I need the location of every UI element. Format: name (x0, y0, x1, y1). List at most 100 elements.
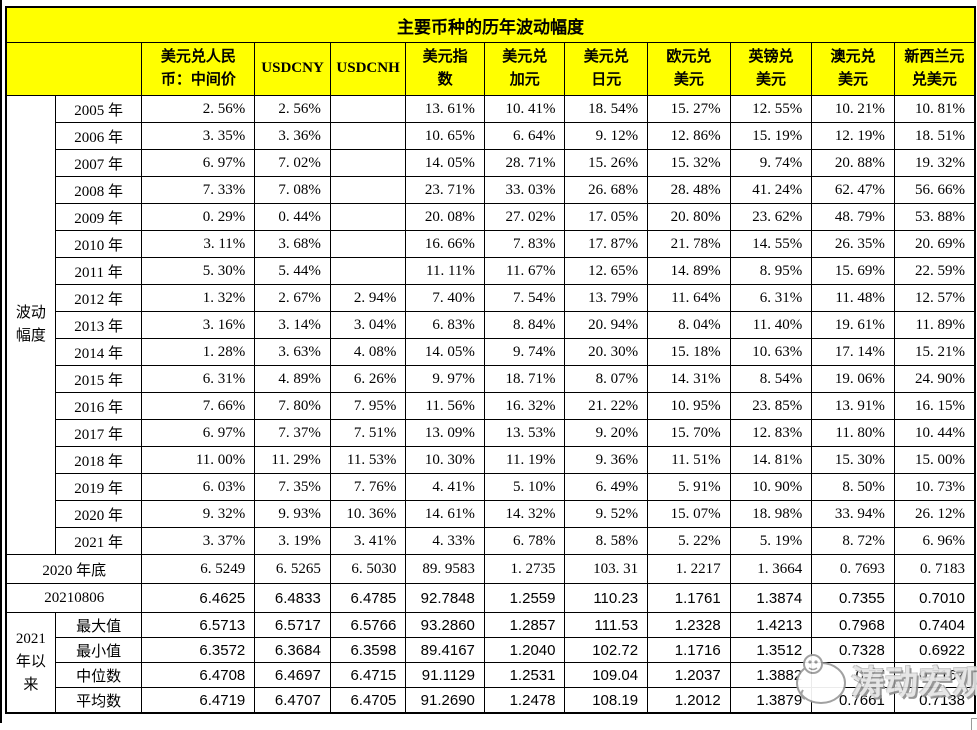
value-cell: 1. 2217 (647, 554, 731, 584)
col-header-usd-jpy: 美元兑 日元 (564, 42, 649, 96)
value-cell: 26. 12% (893, 500, 976, 528)
value-cell: 111.53 (564, 612, 649, 638)
value-cell: 19. 32% (893, 149, 976, 177)
value-cell: 7. 35% (254, 473, 331, 501)
table-row-year: 2017 年 6. 97% 7. 37% 7. 51% 13. 09% 13. 53% 9.… (6, 419, 976, 447)
value-cell: 8. 95% (729, 257, 813, 285)
value-cell: 3. 14% (254, 311, 331, 339)
table-row-year: 2009 年 0. 29% 0. 44% 20. 08% 27. 02% 17. 05% 2… (6, 203, 976, 231)
value-cell: 16. 66% (405, 230, 485, 258)
value-cell: 2. 56% (141, 95, 256, 123)
col-header-gbp-usd: 英镑兑 美元 (729, 42, 813, 96)
value-cell: 3. 04% (329, 311, 407, 339)
value-cell: 5. 30% (141, 257, 256, 285)
value-cell: 7. 37% (254, 419, 331, 447)
value-cell: 0.77 (811, 662, 895, 688)
value-cell: 6.3572 (141, 637, 256, 663)
value-cell: 7. 08% (254, 176, 331, 204)
value-cell (329, 257, 407, 285)
value-cell: 13. 91% (811, 392, 895, 420)
year-label: 2019 年 (54, 473, 143, 501)
value-cell: 7. 80% (254, 392, 331, 420)
value-cell: 14. 89% (647, 257, 731, 285)
value-cell (329, 95, 407, 123)
stat-row-label: 最大值 (54, 612, 143, 638)
table-row-stat: 中位数 6.4708 6.4697 6.4715 91.1129 1.2531 109.04… (6, 662, 976, 688)
year-label: 2013 年 (54, 311, 143, 339)
value-cell: 23. 85% (729, 392, 813, 420)
value-cell: 7. 54% (483, 284, 566, 312)
value-cell: 14. 31% (647, 365, 731, 393)
value-cell: 0. 7183 (893, 554, 976, 584)
value-cell: 1.2478 (483, 687, 566, 714)
value-cell: 20. 80% (647, 203, 731, 231)
value-cell: 1.3512 (729, 637, 813, 663)
value-cell: 6. 31% (141, 365, 256, 393)
value-cell: 15. 30% (811, 446, 895, 474)
value-cell: 0.7968 (811, 612, 895, 638)
value-cell: 5. 91% (647, 473, 731, 501)
value-cell: 6. 49% (564, 473, 649, 501)
table-row-year: 2011 年 5. 30% 5. 44% 11. 11% 11. 67% 12. 65% 1… (6, 257, 976, 285)
value-cell: 7. 76% (329, 473, 407, 501)
year-label: 2015 年 (54, 365, 143, 393)
value-cell: 10. 81% (893, 95, 976, 123)
value-cell: 20. 30% (564, 338, 649, 366)
summary-row-label: 2020 年底 (5, 554, 143, 584)
value-cell: 6. 64% (483, 122, 566, 150)
value-cell: 18. 98% (729, 500, 813, 528)
value-cell: 92.7848 (405, 583, 485, 613)
table-row-summary: 2020 年底 6. 5249 6. 5265 6. 5030 89. 9583 1. 2… (5, 554, 976, 584)
currency-volatility-table: 主要币种的历年波动幅度 美元兑人民 币：中间价 USDCNY USDCNH 美元… (5, 6, 976, 714)
year-label: 2020 年 (54, 500, 143, 528)
value-cell: 2. 94% (329, 284, 407, 312)
value-cell: 18. 71% (483, 365, 566, 393)
year-label: 2006 年 (54, 122, 143, 150)
value-cell: 28. 48% (647, 176, 731, 204)
value-cell: 9. 97% (405, 365, 485, 393)
value-cell: 6.4707 (254, 687, 331, 714)
table-title: 主要币种的历年波动幅度 (5, 6, 976, 43)
value-cell: 6. 97% (141, 149, 256, 177)
value-cell: 3. 16% (141, 311, 256, 339)
header-corner-cell (5, 42, 143, 96)
value-cell: 10. 41% (483, 95, 566, 123)
value-cell: 26. 68% (564, 176, 649, 204)
value-cell: 103. 31 (564, 554, 649, 584)
value-cell: 62. 47% (811, 176, 895, 204)
year-label: 2008 年 (54, 176, 143, 204)
value-cell: 1.2328 (647, 612, 731, 638)
value-cell: 10. 21% (811, 95, 895, 123)
value-cell: 3. 68% (254, 230, 331, 258)
value-cell: 17. 05% (564, 203, 649, 231)
value-cell: 12. 19% (811, 122, 895, 150)
value-cell: 1. 28% (141, 338, 256, 366)
value-cell: 5. 22% (647, 527, 731, 555)
value-cell: 11. 29% (254, 446, 331, 474)
value-cell: 15. 70% (647, 419, 731, 447)
value-cell: 6.4708 (141, 662, 256, 688)
value-cell: 16. 15% (893, 392, 976, 420)
col-header-aud-usd: 澳元兑 美元 (811, 42, 895, 96)
value-cell: 11. 67% (483, 257, 566, 285)
value-cell: 21. 22% (564, 392, 649, 420)
value-cell: 1.2012 (647, 687, 731, 714)
value-cell: 10. 63% (729, 338, 813, 366)
table-row-summary: 20210806 6.4625 6.4833 6.4785 92.7848 1.2559 1… (5, 583, 976, 613)
value-cell: 20. 94% (564, 311, 649, 339)
value-cell: 1.3874 (729, 583, 813, 613)
table-row-year: 2012 年 1. 32% 2. 67% 2. 94% 7. 40% 7. 54% 13. … (6, 284, 976, 312)
value-cell: 7. 51% (329, 419, 407, 447)
year-label: 2016 年 (54, 392, 143, 420)
screenshot-left-edge-line (0, 0, 2, 723)
value-cell: 8. 50% (811, 473, 895, 501)
value-cell: 91.1129 (405, 662, 485, 688)
value-cell: 14. 32% (483, 500, 566, 528)
value-cell: 6.3684 (254, 637, 331, 663)
year-label: 2014 年 (54, 338, 143, 366)
corner-artifact (971, 718, 977, 730)
value-cell: 6. 03% (141, 473, 256, 501)
value-cell: 12. 57% (893, 284, 976, 312)
value-cell: 5. 19% (729, 527, 813, 555)
value-cell: 0.7167 (893, 662, 976, 688)
